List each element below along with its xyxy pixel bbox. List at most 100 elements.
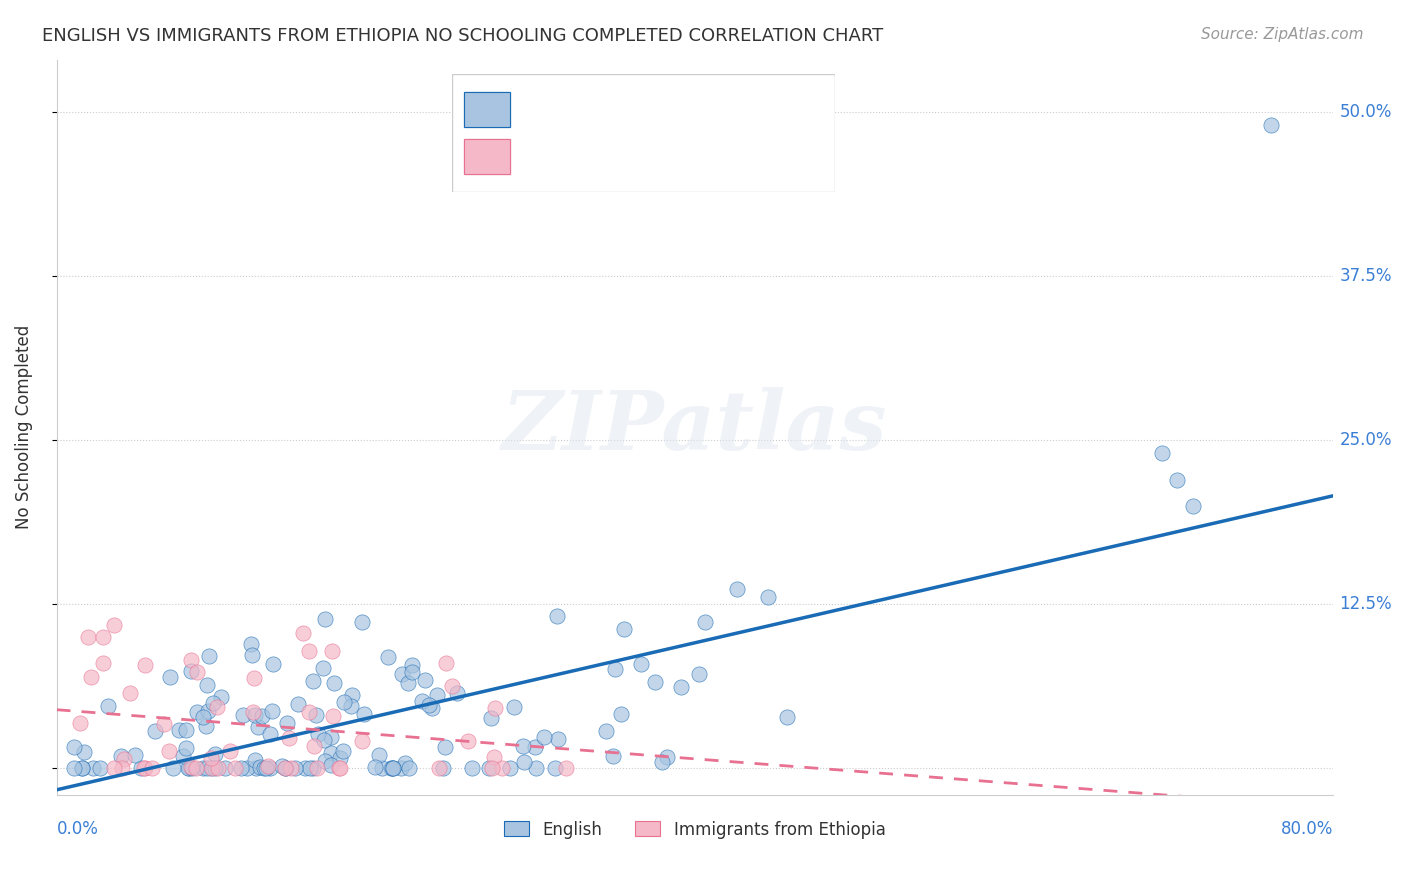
English xyxy=(396,675,419,690)
Immigrants from Ethiopia xyxy=(427,761,450,775)
English xyxy=(426,688,449,702)
English xyxy=(314,754,336,768)
English xyxy=(162,761,184,775)
Immigrants from Ethiopia xyxy=(132,761,155,775)
Immigrants from Ethiopia xyxy=(80,670,103,684)
English xyxy=(174,723,197,737)
Immigrants from Ethiopia xyxy=(434,656,457,670)
English xyxy=(249,759,271,773)
English xyxy=(240,648,263,662)
English xyxy=(247,720,270,734)
English xyxy=(758,590,780,604)
English xyxy=(209,690,232,704)
English xyxy=(198,649,221,664)
English xyxy=(329,751,352,765)
English xyxy=(243,707,266,722)
English xyxy=(602,748,624,763)
English xyxy=(1181,499,1204,513)
Immigrants from Ethiopia xyxy=(243,671,266,685)
English xyxy=(479,711,502,725)
Immigrants from Ethiopia xyxy=(280,761,302,775)
English xyxy=(319,746,342,760)
English xyxy=(167,723,190,737)
Immigrants from Ethiopia xyxy=(69,716,91,731)
English xyxy=(70,761,93,775)
English xyxy=(186,705,208,719)
Immigrants from Ethiopia xyxy=(298,705,321,719)
English xyxy=(70,761,93,775)
Immigrants from Ethiopia xyxy=(457,734,479,748)
English xyxy=(72,745,94,759)
English xyxy=(411,694,433,708)
English xyxy=(271,759,294,773)
English xyxy=(287,697,309,711)
English xyxy=(214,761,236,775)
English xyxy=(364,760,387,774)
English xyxy=(204,747,226,761)
English xyxy=(245,753,267,767)
English xyxy=(651,755,673,769)
Immigrants from Ethiopia xyxy=(350,734,373,748)
English xyxy=(299,761,322,775)
English xyxy=(503,700,526,714)
Immigrants from Ethiopia xyxy=(103,761,125,775)
English xyxy=(725,582,748,596)
English xyxy=(159,670,181,684)
English xyxy=(434,740,457,755)
Immigrants from Ethiopia xyxy=(291,625,314,640)
English xyxy=(274,761,297,775)
English xyxy=(391,666,413,681)
English xyxy=(415,673,437,688)
Immigrants from Ethiopia xyxy=(491,761,513,775)
Immigrants from Ethiopia xyxy=(134,658,156,673)
Immigrants from Ethiopia xyxy=(184,761,207,775)
Text: 37.5%: 37.5% xyxy=(1340,268,1392,285)
Immigrants from Ethiopia xyxy=(484,701,506,715)
English xyxy=(547,732,569,747)
English xyxy=(191,761,214,775)
Immigrants from Ethiopia xyxy=(298,644,321,658)
English xyxy=(613,622,636,636)
English xyxy=(432,761,454,775)
English xyxy=(174,740,197,755)
English xyxy=(420,701,443,715)
English xyxy=(143,724,166,739)
English xyxy=(352,615,374,629)
Immigrants from Ethiopia xyxy=(218,744,240,758)
English xyxy=(177,761,200,775)
English xyxy=(368,748,391,763)
Text: Source: ZipAtlas.com: Source: ZipAtlas.com xyxy=(1201,27,1364,42)
Immigrants from Ethiopia xyxy=(76,630,98,644)
Immigrants from Ethiopia xyxy=(441,679,464,693)
English xyxy=(446,686,468,700)
English xyxy=(110,749,132,764)
English xyxy=(124,747,146,762)
Immigrants from Ethiopia xyxy=(242,705,264,719)
English xyxy=(232,707,254,722)
English xyxy=(294,761,316,775)
English xyxy=(62,740,84,755)
Immigrants from Ethiopia xyxy=(180,760,202,774)
English xyxy=(305,708,328,723)
English xyxy=(394,756,416,771)
English xyxy=(389,761,412,775)
Immigrants from Ethiopia xyxy=(274,761,297,775)
Immigrants from Ethiopia xyxy=(157,744,180,758)
English xyxy=(172,749,194,764)
English xyxy=(1166,473,1188,487)
Immigrants from Ethiopia xyxy=(555,761,578,775)
English xyxy=(97,698,120,713)
English xyxy=(371,761,394,775)
Immigrants from Ethiopia xyxy=(153,716,176,731)
English xyxy=(333,695,356,709)
English xyxy=(353,707,375,722)
English xyxy=(595,724,617,739)
Immigrants from Ethiopia xyxy=(302,739,325,754)
English xyxy=(377,649,399,664)
Text: ZIPatlas: ZIPatlas xyxy=(502,387,887,467)
English xyxy=(253,761,276,775)
English xyxy=(276,716,298,731)
English xyxy=(499,761,522,775)
English xyxy=(319,757,342,772)
Immigrants from Ethiopia xyxy=(111,761,134,775)
